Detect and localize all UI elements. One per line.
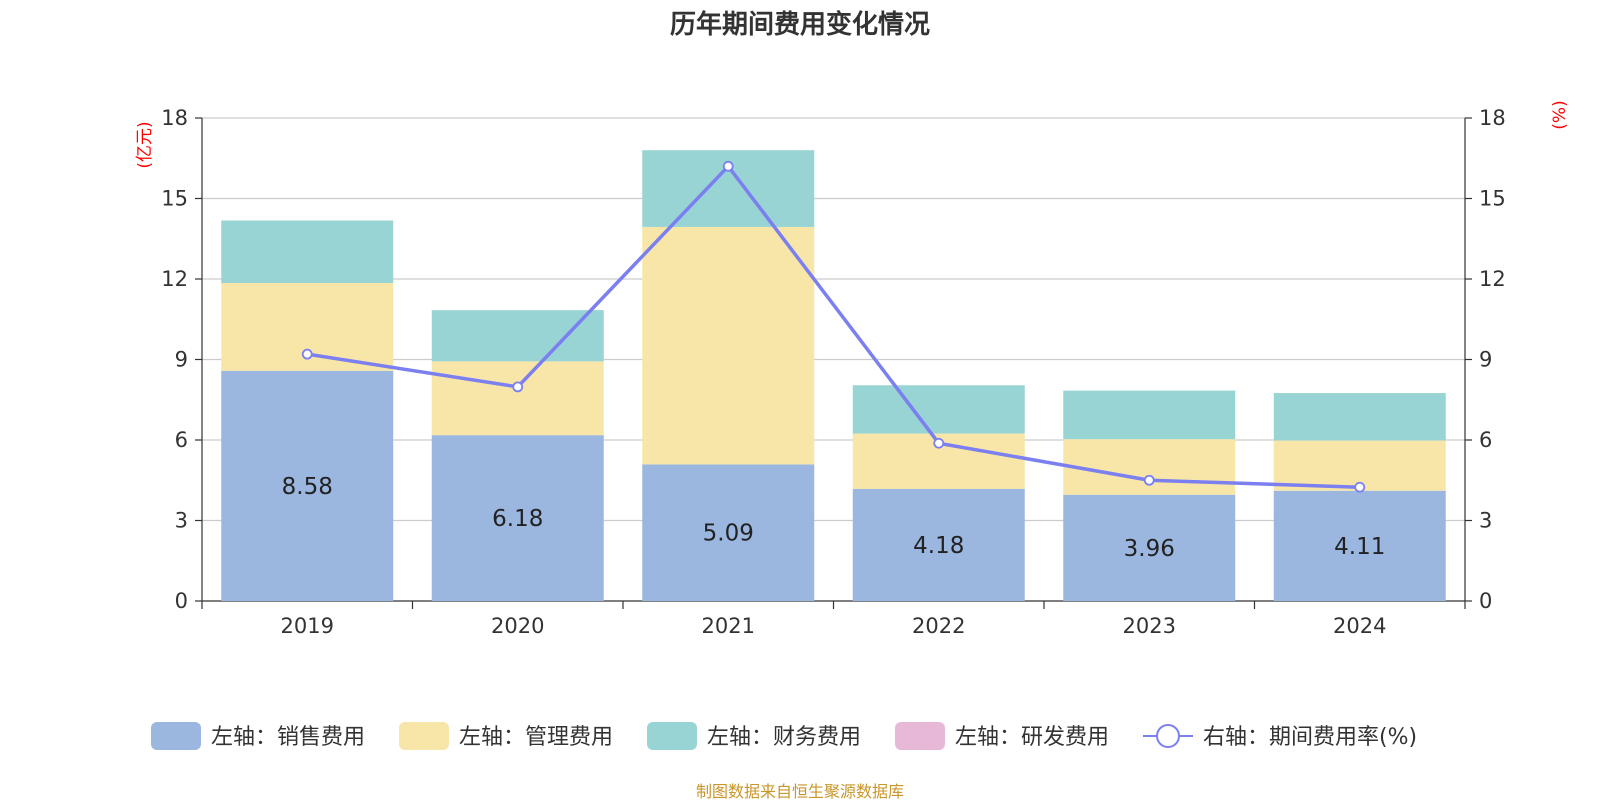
source-note: 制图数据来自恒生聚源数据库: [695, 782, 904, 801]
y-right-unit-label: (%): [1550, 100, 1570, 129]
bar-segment: [221, 370, 394, 601]
bar-segment: [431, 435, 604, 601]
y-left-tick-label: 0: [175, 589, 188, 613]
legend-label: 左轴：财务费用: [707, 725, 861, 750]
bar-segment: [1273, 490, 1446, 601]
rate-point: [933, 437, 945, 449]
bar-data-label: 6.18: [492, 506, 543, 532]
bar-data-label: 4.11: [1334, 534, 1385, 560]
y-left-tick-label: 6: [175, 428, 188, 452]
legend-label: 右轴：期间费用率(%): [1203, 725, 1417, 750]
y-right-tick-label: 9: [1479, 348, 1492, 372]
y-right-tick-label: 15: [1479, 187, 1506, 211]
bar-segment: [1063, 390, 1236, 440]
y-left-tick-label: 15: [161, 187, 188, 211]
legend-label: 左轴：管理费用: [459, 725, 613, 750]
y-right-tick-label: 12: [1479, 267, 1506, 291]
y-left-tick-label: 12: [161, 267, 188, 291]
legend-swatch: [647, 722, 697, 750]
y-right-tick-label: 0: [1479, 589, 1492, 613]
rate-line: [306, 163, 1360, 489]
bar-data-label: 5.09: [703, 521, 754, 547]
bar-segment: [431, 361, 604, 436]
legend-marker-swatch: [1156, 724, 1180, 748]
y-left-unit-label: (亿元): [135, 121, 155, 168]
bar-segment: [1063, 494, 1236, 601]
bar-segment: [852, 385, 1025, 434]
bar-data-label: 8.58: [282, 474, 333, 500]
x-tick-label: 2024: [1333, 614, 1386, 638]
legend-swatch: [151, 722, 201, 750]
y-left-tick-label: 9: [175, 348, 188, 372]
y-right-tick-label: 3: [1479, 509, 1492, 533]
x-tick-label: 2019: [281, 614, 334, 638]
bar-data-label: 3.96: [1124, 536, 1175, 562]
bar-segment: [1273, 393, 1446, 441]
legend-label: 左轴：研发费用: [955, 725, 1109, 750]
rate-point: [301, 348, 313, 360]
rate-point: [1143, 474, 1155, 486]
y-left-tick-label: 18: [161, 106, 188, 130]
legend-label: 左轴：销售费用: [211, 725, 365, 750]
y-right-tick-label: 18: [1479, 106, 1506, 130]
bar-segment: [1063, 439, 1236, 495]
x-tick-label: 2023: [1123, 614, 1176, 638]
legend-swatch: [399, 722, 449, 750]
legend-swatch: [895, 722, 945, 750]
rate-point: [512, 381, 524, 393]
bar-segment: [431, 310, 604, 362]
rate-point: [722, 160, 734, 172]
y-right-tick-label: 6: [1479, 428, 1492, 452]
rate-point: [1354, 481, 1366, 493]
bar-segment: [642, 226, 815, 465]
x-tick-label: 2020: [491, 614, 544, 638]
bar-segment: [852, 488, 1025, 601]
x-tick-label: 2021: [702, 614, 755, 638]
bar-data-label: 4.18: [913, 533, 964, 559]
y-left-tick-label: 3: [175, 509, 188, 533]
bar-segment: [221, 220, 394, 284]
bar-segment: [642, 464, 815, 601]
x-tick-label: 2022: [912, 614, 965, 638]
chart-title: 历年期间费用变化情况: [669, 10, 930, 40]
